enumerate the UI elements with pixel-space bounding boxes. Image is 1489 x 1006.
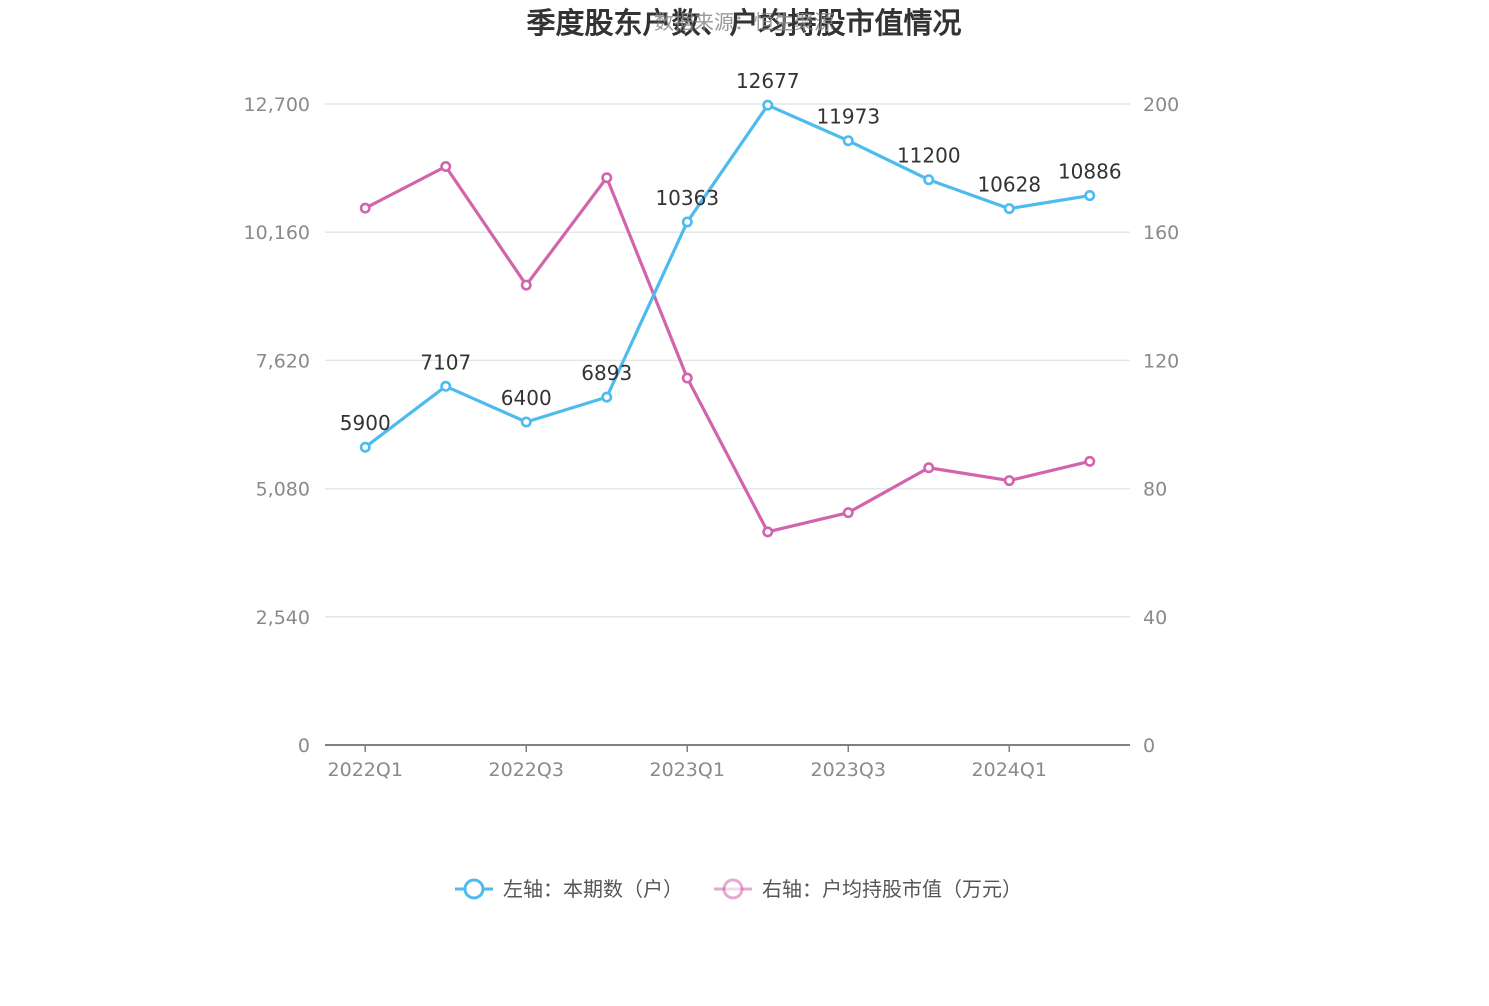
legend-households: 左轴：本期数（户） xyxy=(455,877,683,901)
data-point-households xyxy=(923,174,935,186)
right-axis-tick-label: 160 xyxy=(1143,222,1179,244)
data-point-avg-holding-value xyxy=(842,507,854,519)
data-point-households xyxy=(842,135,854,147)
data-label: 7107 xyxy=(420,350,471,374)
data-point-households xyxy=(359,441,371,453)
left-axis-tick-label: 12,700 xyxy=(244,94,310,116)
right-axis-tick-label: 0 xyxy=(1143,735,1155,757)
data-label: 6400 xyxy=(501,386,552,410)
legend-marker xyxy=(722,878,744,900)
data-point-avg-holding-value xyxy=(1084,455,1096,467)
axes: 0 2,540 5,080 7,620 10,160 12,700 0 40 80 120 160 2… xyxy=(244,94,1180,781)
data-label: 10628 xyxy=(977,173,1041,197)
x-axis-tick-label: 2022Q1 xyxy=(328,759,403,781)
legend-marker xyxy=(463,878,485,900)
x-axis-tick-label: 2023Q3 xyxy=(811,759,886,781)
right-axis-tick-label: 80 xyxy=(1143,479,1167,501)
data-point-households xyxy=(520,416,532,428)
data-point-avg-holding-value xyxy=(440,160,452,172)
gridlines xyxy=(325,103,1130,618)
legend: 左轴：本期数（户） 右轴：户均持股市值（万元） xyxy=(455,877,1022,901)
legend-avg-holding-value: 右轴：户均持股市值（万元） xyxy=(714,877,1022,901)
data-label: 11200 xyxy=(897,144,961,168)
data-point-households xyxy=(601,391,613,403)
right-axis-tick-label: 40 xyxy=(1143,607,1167,629)
data-point-avg-holding-value xyxy=(601,172,613,184)
legend-label: 右轴：户均持股市值（万元） xyxy=(762,877,1022,901)
data-labels: 5900 7107 6400 6893 10363 12677 11973 11200 1062… xyxy=(340,69,1122,435)
series-line-avg-holding-value xyxy=(364,164,1091,534)
right-axis-tick-label: 120 xyxy=(1143,350,1179,372)
data-point-avg-holding-value xyxy=(359,202,371,214)
data-label: 5900 xyxy=(340,411,391,435)
data-point-avg-holding-value xyxy=(681,372,693,384)
data-label: 11973 xyxy=(816,105,880,129)
data-point-households xyxy=(762,99,774,111)
data-label: 12677 xyxy=(736,69,800,93)
left-axis-tick-label: 10,160 xyxy=(244,222,310,244)
data-point-households xyxy=(1003,203,1015,215)
data-point-avg-holding-value xyxy=(1003,475,1015,487)
left-axis-tick-label: 2,540 xyxy=(256,607,310,629)
series-layer xyxy=(359,99,1096,538)
chart-title: 季度股东户数、户均持股市值情况 xyxy=(526,6,961,40)
data-point-avg-holding-value xyxy=(923,462,935,474)
watermark-source: 数据来源：恒生聚源 xyxy=(654,10,834,34)
left-axis-tick-label: 5,080 xyxy=(256,479,310,501)
right-axis-tick-label: 200 xyxy=(1143,94,1179,116)
data-point-households xyxy=(1084,190,1096,202)
data-label: 10363 xyxy=(655,186,719,210)
x-axis-tick-label: 2022Q3 xyxy=(489,759,564,781)
series-line-households xyxy=(364,103,1091,449)
legend-label: 左轴：本期数（户） xyxy=(503,877,683,901)
x-axis-tick-label: 2023Q1 xyxy=(650,759,725,781)
data-label: 10886 xyxy=(1058,160,1122,184)
data-point-avg-holding-value xyxy=(762,526,774,538)
left-axis-tick-label: 7,620 xyxy=(256,350,310,372)
data-point-avg-holding-value xyxy=(520,279,532,291)
data-point-households xyxy=(440,380,452,392)
data-label: 6893 xyxy=(581,361,632,385)
data-point-households xyxy=(681,216,693,228)
left-axis-tick-label: 0 xyxy=(298,735,310,757)
x-axis-tick-label: 2024Q1 xyxy=(972,759,1047,781)
